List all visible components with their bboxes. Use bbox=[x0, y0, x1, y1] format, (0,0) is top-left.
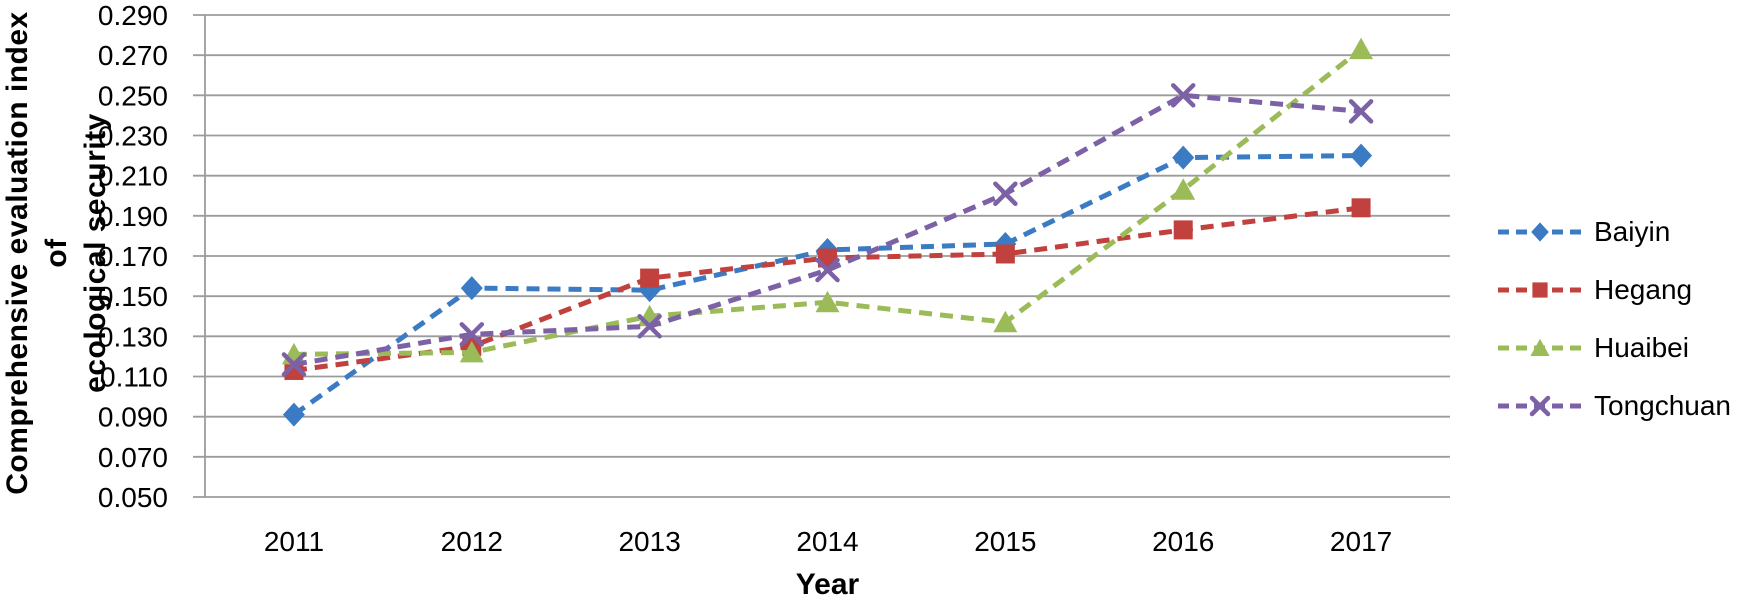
x-marker bbox=[993, 181, 1018, 206]
y-tick-label: 0.290 bbox=[98, 0, 168, 31]
diamond-marker bbox=[1350, 143, 1373, 168]
y-tick-label: 0.230 bbox=[98, 121, 168, 152]
series-huaibei bbox=[281, 37, 1374, 365]
series-line bbox=[293, 205, 1362, 373]
x-tick-label: 2014 bbox=[796, 526, 858, 557]
x-marker bbox=[1348, 99, 1374, 124]
y-tick-label: 0.110 bbox=[100, 362, 168, 393]
y-tick-label: 0.210 bbox=[98, 161, 168, 192]
y-tick-label: 0.070 bbox=[98, 442, 168, 473]
legend-label: Huaibei bbox=[1594, 332, 1689, 363]
square-marker bbox=[1173, 220, 1193, 240]
diamond-marker bbox=[282, 402, 305, 427]
x-tick-label: 2015 bbox=[974, 526, 1036, 557]
x-tick-label: 2016 bbox=[1152, 526, 1214, 557]
square-legend-icon bbox=[1498, 282, 1582, 298]
legend-item-hegang: Hegang bbox=[1496, 261, 1731, 319]
triangle-marker bbox=[1349, 37, 1374, 60]
y-tick-label: 0.090 bbox=[98, 402, 168, 433]
legend-item-huaibei: Huaibei bbox=[1496, 319, 1731, 377]
diamond-marker bbox=[1531, 222, 1549, 242]
x-axis-title: Year bbox=[795, 568, 860, 601]
diamond-marker bbox=[1172, 145, 1195, 170]
y-tick-label: 0.050 bbox=[98, 482, 168, 513]
y-tick-label: 0.170 bbox=[98, 241, 168, 272]
triangle-marker bbox=[1171, 178, 1196, 200]
x-marker bbox=[281, 352, 307, 377]
triangle-legend-icon bbox=[1498, 338, 1582, 356]
square-marker bbox=[640, 268, 660, 288]
legend-label: Tongchuan bbox=[1594, 390, 1732, 421]
triangle-marker bbox=[815, 290, 840, 313]
diamond-marker bbox=[460, 276, 483, 301]
x-marker bbox=[1529, 395, 1551, 417]
legend: Baiyin Hegang Huaibei Tongchuan bbox=[1496, 203, 1731, 435]
series-tongchuan bbox=[281, 83, 1374, 377]
triangle-marker bbox=[1530, 338, 1550, 356]
triangle-marker bbox=[993, 310, 1018, 333]
series-baiyin bbox=[282, 143, 1373, 427]
diamond-legend-icon bbox=[1498, 222, 1582, 242]
legend-item-baiyin: Baiyin bbox=[1496, 203, 1731, 261]
square-marker bbox=[1532, 282, 1548, 298]
x-marker bbox=[637, 314, 662, 339]
y-tick-label: 0.130 bbox=[98, 321, 168, 352]
y-tick-label: 0.190 bbox=[98, 201, 168, 232]
y-tick-label: 0.270 bbox=[98, 40, 168, 71]
y-tick-label: 0.150 bbox=[98, 281, 168, 312]
x-marker bbox=[815, 257, 840, 283]
x-tick-label: 2012 bbox=[441, 526, 503, 557]
triangle-marker bbox=[459, 340, 484, 363]
square-marker bbox=[1351, 198, 1371, 218]
square-marker bbox=[995, 244, 1015, 264]
x-tick-label: 2011 bbox=[264, 526, 324, 557]
x-legend-icon bbox=[1498, 395, 1582, 417]
legend-label: Hegang bbox=[1594, 274, 1693, 305]
x-marker bbox=[1170, 83, 1196, 108]
x-tick-label: 2017 bbox=[1330, 526, 1392, 557]
legend-label: Baiyin bbox=[1594, 216, 1671, 247]
legend-item-tongchuan: Tongchuan bbox=[1496, 377, 1731, 435]
y-tick-label: 0.250 bbox=[98, 80, 168, 111]
x-marker bbox=[459, 322, 485, 347]
x-tick-label: 2013 bbox=[618, 526, 680, 557]
